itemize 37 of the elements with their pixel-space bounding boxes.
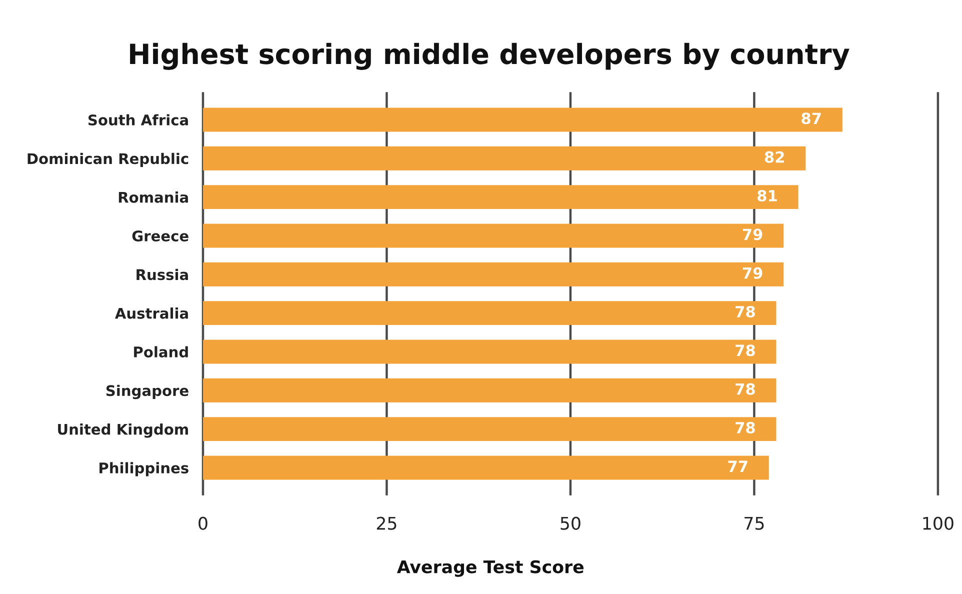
- y-tick-label: Romania: [118, 192, 188, 203]
- data-label: 78: [736, 344, 755, 356]
- bar: [202, 456, 769, 480]
- x-tick-label: 100: [923, 516, 954, 530]
- bar: [202, 417, 776, 442]
- bar: [202, 340, 776, 364]
- y-tick-label: Australia: [114, 308, 188, 319]
- data-label: 79: [742, 267, 762, 279]
- x-tick-label: 0: [198, 516, 208, 530]
- bar: [202, 301, 776, 326]
- y-tick-label: Singapore: [106, 384, 188, 400]
- data-label: 79: [742, 228, 762, 240]
- bar: [202, 146, 806, 170]
- bar: [202, 108, 842, 132]
- x-tick-label: 25: [376, 516, 396, 530]
- y-tick-label: Greece: [132, 230, 188, 242]
- y-tick-label: United Kingdom: [58, 424, 188, 438]
- bar: [202, 262, 784, 286]
- x-axis-title: Average Test Score: [396, 560, 584, 577]
- y-tick-label: Russia: [136, 268, 188, 280]
- bar: [202, 224, 784, 248]
- data-label: 78: [736, 383, 755, 395]
- bar: [202, 378, 776, 402]
- y-tick-label: Dominican Republic: [28, 152, 188, 167]
- data-label: 82: [764, 151, 784, 163]
- data-label: 81: [758, 190, 777, 202]
- y-tick-label: Poland: [134, 346, 188, 358]
- data-label: 77: [728, 460, 748, 472]
- data-label: 78: [736, 306, 755, 318]
- data-label: 78: [736, 422, 755, 434]
- y-tick-label: South Africa: [88, 114, 188, 126]
- data-label: 87: [802, 112, 821, 124]
- x-tick-label: 50: [560, 516, 580, 530]
- chart-title: Highest scoring middle developers by country: [130, 42, 850, 70]
- y-tick-label: Philippines: [100, 462, 188, 476]
- x-tick-label: 75: [744, 516, 764, 530]
- bar: [202, 185, 798, 210]
